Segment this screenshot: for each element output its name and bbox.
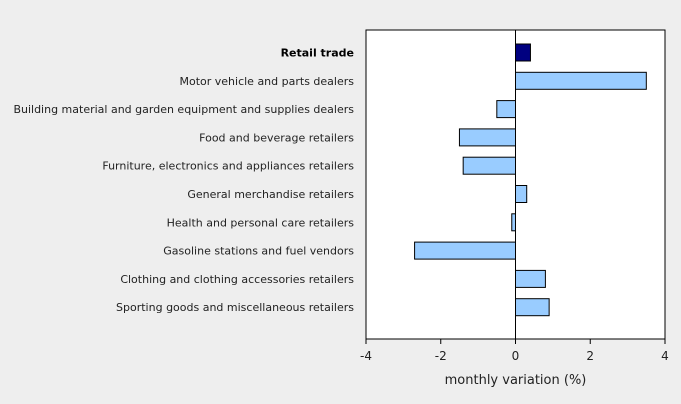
bar [515,298,550,317]
x-tick-label: 2 [586,349,594,363]
category-label: Clothing and clothing accessories retail… [120,273,354,286]
category-label: Health and personal care retailers [167,216,355,229]
x-tick-label: -2 [435,349,447,363]
category-label: Retail trade [281,47,354,60]
bar [462,156,516,175]
x-tick-label: -4 [360,349,372,363]
category-label: Gasoline stations and fuel vendors [163,245,354,258]
x-axis-title: monthly variation (%) [445,373,587,388]
bar [414,241,516,260]
bar [515,269,546,288]
x-axis-ticks: -4 -2 0 2 4 [360,339,669,363]
category-label: Motor vehicle and parts dealers [179,75,354,88]
bar [515,71,647,90]
x-tick-label: 0 [512,349,520,363]
x-tick-label: 4 [661,349,669,363]
bar [458,128,516,147]
bar [511,213,517,232]
category-label: General merchandise retailers [187,188,354,201]
bar [496,100,516,119]
bar [515,43,531,62]
category-label: Building material and garden equipment a… [13,103,354,116]
category-label: Furniture, electronics and appliances re… [102,160,354,173]
bar [515,185,528,203]
category-labels: Retail trade Motor vehicle and parts deal… [13,47,354,315]
category-label: Food and beverage retailers [199,131,354,144]
category-label: Sporting goods and miscellaneous retaile… [116,301,354,314]
